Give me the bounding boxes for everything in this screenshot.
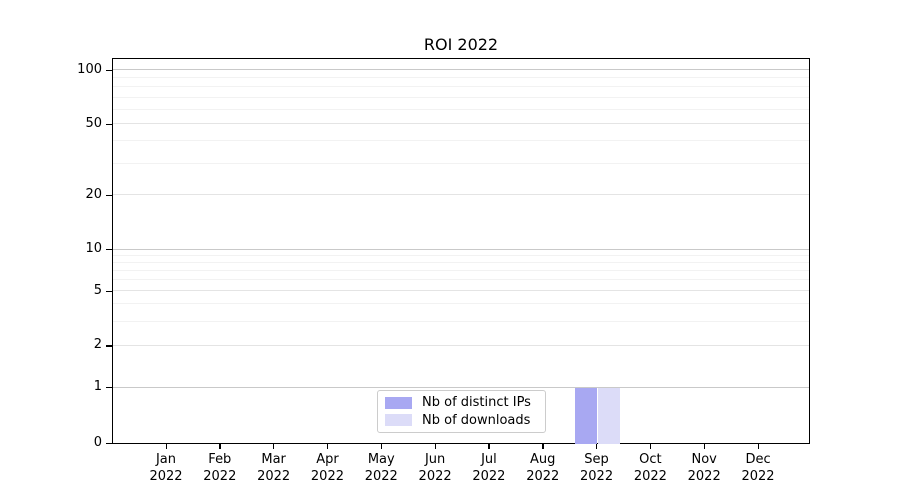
legend-row-distinct-ips: Nb of distinct IPs bbox=[385, 395, 538, 410]
x-tick-label: May 2022 bbox=[364, 452, 398, 484]
y-gridline bbox=[113, 386, 809, 388]
legend-swatch-distinct-ips-icon bbox=[385, 396, 412, 409]
y-minor-gridline bbox=[113, 279, 809, 281]
y-gridline bbox=[113, 123, 809, 125]
y-tick-label: 50 bbox=[85, 115, 102, 131]
legend-label-downloads: Nb of downloads bbox=[422, 412, 531, 428]
y-tick-label: 2 bbox=[93, 337, 102, 353]
bar-sep-series-1 bbox=[598, 388, 621, 444]
bar-sep-series-0 bbox=[575, 388, 598, 444]
x-tick bbox=[165, 444, 167, 449]
y-tick-label: 100 bbox=[77, 61, 102, 77]
x-tick-label: Nov 2022 bbox=[687, 452, 721, 484]
y-gridline bbox=[113, 248, 809, 250]
y-tick bbox=[106, 123, 112, 125]
x-tick-label: Jan 2022 bbox=[149, 452, 183, 484]
x-tick bbox=[596, 444, 598, 449]
x-tick bbox=[542, 444, 544, 449]
y-minor-gridline bbox=[113, 269, 809, 271]
legend-label-distinct-ips: Nb of distinct IPs bbox=[422, 395, 531, 411]
y-tick-label: 10 bbox=[85, 241, 102, 256]
x-tick bbox=[703, 444, 705, 449]
y-minor-gridline bbox=[113, 96, 809, 98]
x-tick bbox=[757, 444, 759, 449]
y-minor-gridline bbox=[113, 303, 809, 305]
x-tick bbox=[434, 444, 436, 449]
x-tick-label: Feb 2022 bbox=[203, 452, 237, 484]
y-tick bbox=[106, 249, 112, 251]
y-minor-gridline bbox=[113, 261, 809, 263]
legend-swatch-downloads-icon bbox=[385, 414, 412, 427]
y-gridline bbox=[113, 290, 809, 292]
y-tick bbox=[106, 194, 112, 197]
x-tick bbox=[219, 444, 221, 449]
y-tick bbox=[106, 345, 112, 347]
x-tick-label: Mar 2022 bbox=[257, 452, 291, 484]
y-minor-gridline bbox=[113, 254, 809, 256]
y-minor-gridline bbox=[113, 140, 809, 142]
y-minor-gridline bbox=[113, 77, 809, 79]
y-minor-gridline bbox=[113, 108, 809, 110]
x-tick bbox=[326, 444, 329, 449]
legend-row-downloads: Nb of downloads bbox=[385, 413, 538, 428]
plot-area bbox=[112, 58, 810, 444]
y-tick bbox=[106, 387, 112, 389]
y-minor-gridline bbox=[113, 86, 809, 88]
x-tick-label: Sep 2022 bbox=[580, 452, 614, 484]
y-tick-label: 1 bbox=[93, 379, 102, 394]
x-tick-label: Aug 2022 bbox=[526, 452, 560, 484]
x-tick-label: Oct 2022 bbox=[633, 452, 667, 484]
x-tick-label: Jun 2022 bbox=[418, 452, 452, 484]
y-gridline bbox=[113, 344, 809, 346]
x-tick-label: Apr 2022 bbox=[310, 452, 344, 484]
x-tick bbox=[380, 444, 383, 449]
y-tick bbox=[106, 69, 112, 71]
y-tick bbox=[106, 290, 112, 292]
y-tick bbox=[106, 443, 112, 445]
y-tick-label: 20 bbox=[85, 186, 102, 202]
x-tick-label: Jul 2022 bbox=[472, 452, 506, 484]
x-tick bbox=[488, 444, 490, 449]
y-minor-gridline bbox=[113, 162, 809, 164]
x-tick-label: Dec 2022 bbox=[741, 452, 775, 484]
legend: Nb of distinct IPs Nb of downloads bbox=[377, 390, 546, 433]
y-gridline bbox=[113, 69, 809, 70]
y-tick-label: 5 bbox=[93, 282, 102, 298]
x-tick bbox=[649, 444, 652, 449]
y-tick-label: 0 bbox=[93, 435, 102, 450]
x-tick bbox=[273, 444, 275, 449]
y-minor-gridline bbox=[113, 320, 809, 322]
chart-title: ROI 2022 bbox=[423, 35, 499, 54]
y-gridline bbox=[113, 194, 809, 196]
